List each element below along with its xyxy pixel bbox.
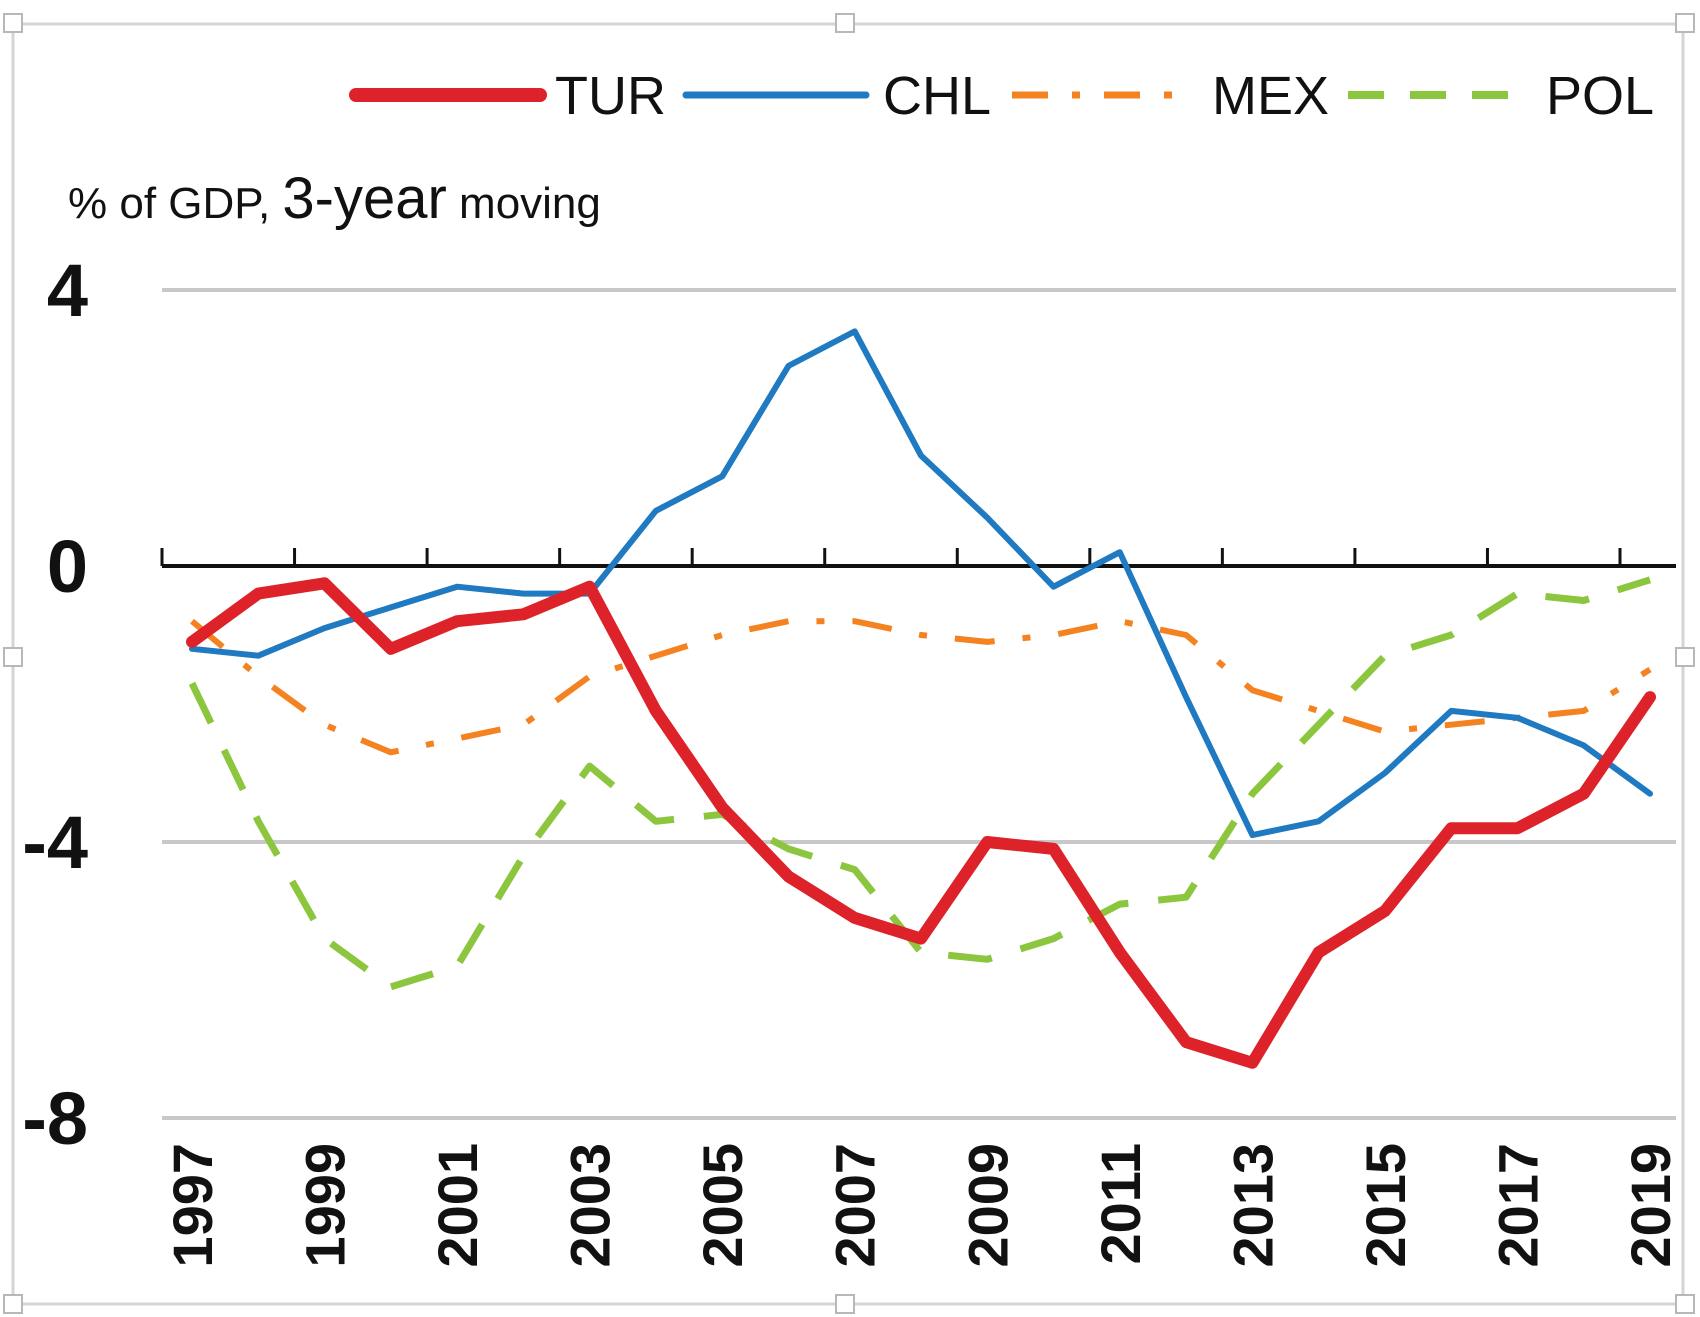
x-tick-label: 2003 xyxy=(559,1143,622,1268)
x-tick-label: 2017 xyxy=(1486,1143,1549,1268)
y-axis-unit-part3: moving xyxy=(447,179,601,228)
legend: TUR CHL MEX POL xyxy=(349,66,1654,126)
x-tick-label: 2013 xyxy=(1221,1143,1284,1268)
x-tick-label: 2011 xyxy=(1089,1143,1152,1265)
y-tick-label: 4 xyxy=(47,249,88,332)
resize-handle-right[interactable] xyxy=(1675,647,1695,667)
resize-handle-bottom-left[interactable] xyxy=(3,1294,23,1314)
y-tick-label: 0 xyxy=(47,525,88,608)
legend-label-mex: MEX xyxy=(1212,66,1329,126)
x-tick-label: 1999 xyxy=(294,1143,357,1268)
y-axis-unit-label: % of GDP, 3-year moving xyxy=(68,166,601,231)
x-tick-label: 2001 xyxy=(426,1143,489,1268)
legend-label-tur: TUR xyxy=(555,66,666,126)
series-line-mex xyxy=(190,618,1652,756)
y-axis-unit-part1: % of GDP, xyxy=(68,179,282,228)
series-line-tur xyxy=(186,577,1656,1069)
x-tick-label: 2015 xyxy=(1354,1143,1417,1268)
resize-handle-top-right[interactable] xyxy=(1675,13,1695,33)
axes xyxy=(160,548,1676,568)
x-tick-label: 1997 xyxy=(161,1143,224,1268)
x-tick-label: 2009 xyxy=(956,1143,1019,1268)
y-tick-label: -8 xyxy=(22,1077,88,1160)
x-tick-labels: 1997 1999 2001 2003 2005 2007 2009 2011 2013 2015… xyxy=(161,1143,1682,1268)
gridlines xyxy=(162,288,1676,1120)
series-line-chl xyxy=(189,328,1653,839)
x-tick-label: 2005 xyxy=(691,1143,754,1268)
resize-handle-top-left[interactable] xyxy=(3,13,23,33)
resize-handle-left[interactable] xyxy=(3,647,23,667)
x-tick-label: 2019 xyxy=(1619,1143,1682,1268)
y-tick-label: -4 xyxy=(22,801,88,884)
legend-label-chl: CHL xyxy=(883,66,991,126)
resize-handle-bottom[interactable] xyxy=(835,1294,855,1314)
y-axis-unit-part2: 3-year xyxy=(282,166,446,231)
x-tick-label: 2007 xyxy=(824,1143,887,1268)
resize-handle-top[interactable] xyxy=(835,13,855,33)
legend-label-pol: POL xyxy=(1546,66,1654,126)
series-layer xyxy=(186,328,1656,1069)
y-tick-labels: 4 0 -4 -8 xyxy=(22,249,88,1160)
resize-handle-bottom-right[interactable] xyxy=(1675,1294,1695,1314)
